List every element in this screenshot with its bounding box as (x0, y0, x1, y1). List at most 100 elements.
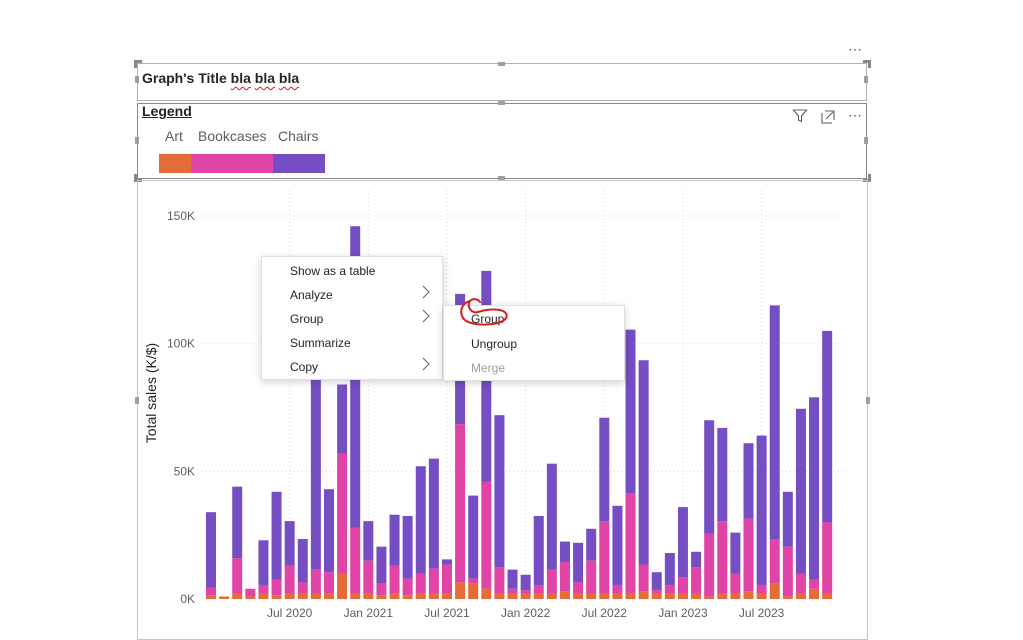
bar-segment-art[interactable] (795, 593, 806, 599)
resize-handle-left[interactable] (135, 76, 139, 83)
bar-segment-chairs[interactable] (363, 521, 374, 561)
bar-segment-art[interactable] (271, 595, 282, 599)
bar-segment-art[interactable] (782, 596, 793, 599)
bar-segment-art[interactable] (337, 573, 348, 599)
stacked-column-chart[interactable]: 0K 50K 100K 150K Jul 2020 Jan 2021 Jul 2021 Ja… (138, 181, 867, 627)
bar-segment-art[interactable] (769, 583, 780, 599)
bar-segment-bookcases[interactable] (691, 567, 702, 594)
bar-segment-art[interactable] (638, 591, 649, 599)
bar-segment-chairs[interactable] (612, 505, 623, 585)
bar-segment-bookcases[interactable] (297, 582, 308, 594)
bar-segment-chairs[interactable] (232, 486, 243, 559)
filter-icon[interactable] (792, 108, 808, 124)
menu-item-summarize[interactable]: Summarize (290, 336, 351, 350)
bar-segment-bookcases[interactable] (415, 573, 426, 594)
bar-segment-bookcases[interactable] (782, 546, 793, 597)
bar-segment-bookcases[interactable] (677, 577, 688, 594)
bar-segment-art[interactable] (573, 593, 584, 599)
legend-label-art[interactable]: Art (165, 128, 183, 144)
bar-segment-art[interactable] (402, 595, 413, 599)
bar-segment-bookcases[interactable] (494, 567, 505, 594)
resize-handle-top[interactable] (498, 62, 505, 66)
bar-segment-bookcases[interactable] (599, 521, 610, 594)
bar-segment-bookcases[interactable] (271, 579, 282, 596)
bar-segment-chairs[interactable] (704, 420, 715, 534)
bar-segment-bookcases[interactable] (245, 588, 256, 597)
bar-segment-art[interactable] (717, 593, 728, 599)
menu-item-show-as-table[interactable]: Show as a table (290, 264, 376, 278)
bar-segment-art[interactable] (612, 593, 623, 599)
bar-segment-bookcases[interactable] (468, 578, 479, 584)
bar-segment-bookcases[interactable] (363, 560, 374, 594)
bar-segment-chairs[interactable] (677, 507, 688, 578)
bar-segment-bookcases[interactable] (822, 522, 833, 594)
bar-segment-chairs[interactable] (271, 491, 282, 580)
bar-segment-chairs[interactable] (586, 528, 597, 561)
bar-segment-art[interactable] (756, 593, 767, 599)
bar-segment-chairs[interactable] (206, 512, 216, 588)
bar-segment-art[interactable] (415, 593, 426, 599)
bar-segment-art[interactable] (691, 593, 702, 599)
bar-segment-chairs[interactable] (559, 541, 570, 562)
chart-resize-handle-left[interactable] (135, 397, 139, 404)
bar-segment-art[interactable] (651, 593, 662, 599)
bar-segment-art[interactable] (559, 591, 570, 599)
bar-segment-bookcases[interactable] (258, 584, 269, 594)
bar-segment-chairs[interactable] (822, 330, 833, 523)
bar-segment-art[interactable] (533, 593, 544, 599)
resize-handle-right[interactable] (864, 76, 868, 83)
bar-segment-bookcases[interactable] (310, 569, 321, 594)
resize-handle-right-2[interactable] (864, 137, 868, 144)
resize-handle-bottom[interactable] (498, 176, 505, 180)
bar-segment-art[interactable] (625, 593, 636, 599)
bar-segment-bookcases[interactable] (612, 584, 623, 594)
bar-segment-chairs[interactable] (428, 458, 439, 569)
resize-handle-mid[interactable] (498, 101, 505, 105)
bar-segment-art[interactable] (468, 583, 479, 599)
bar-segment-chairs[interactable] (310, 367, 321, 570)
bar-segment-bookcases[interactable] (337, 453, 348, 574)
bar-segment-chairs[interactable] (402, 516, 413, 579)
bar-segment-art[interactable] (586, 593, 597, 599)
bar-segment-chairs[interactable] (743, 443, 754, 519)
bar-segment-bookcases[interactable] (402, 578, 413, 596)
bar-segment-art[interactable] (284, 593, 295, 599)
bar-segment-art[interactable] (389, 593, 400, 599)
bar-segment-bookcases[interactable] (481, 481, 492, 589)
bar-segment-bookcases[interactable] (730, 573, 741, 594)
menu-item-group[interactable]: Group (290, 312, 324, 326)
bar-segment-art[interactable] (258, 593, 269, 599)
bar-segment-art[interactable] (730, 593, 741, 599)
bar-segment-bookcases[interactable] (376, 583, 387, 596)
bar-segment-chairs[interactable] (441, 559, 452, 565)
bar-segment-bookcases[interactable] (638, 564, 649, 592)
bar-segment-chairs[interactable] (389, 514, 400, 566)
bar-segment-chairs[interactable] (651, 572, 662, 591)
bar-segment-bookcases[interactable] (664, 584, 675, 594)
bar-segment-bookcases[interactable] (455, 424, 466, 583)
bar-segment-art[interactable] (441, 593, 452, 599)
bar-segment-art[interactable] (245, 596, 256, 599)
bar-segment-chairs[interactable] (638, 360, 649, 565)
bar-segment-chairs[interactable] (323, 489, 334, 573)
bar-segment-bookcases[interactable] (717, 521, 728, 594)
bar-segment-art[interactable] (310, 593, 321, 599)
bar-segment-bookcases[interactable] (795, 573, 806, 594)
bar-segment-art[interactable] (743, 591, 754, 599)
bar-segment-bookcases[interactable] (533, 584, 544, 594)
bar-segment-chairs[interactable] (415, 466, 426, 574)
menu-item-analyze[interactable]: Analyze (290, 288, 333, 302)
bar-segment-chairs[interactable] (795, 408, 806, 574)
bar-segment-art[interactable] (704, 596, 715, 599)
bar-segment-chairs[interactable] (494, 415, 505, 568)
bar-segment-bookcases[interactable] (559, 561, 570, 592)
bar-segment-bookcases[interactable] (651, 590, 662, 594)
bar-segment-bookcases[interactable] (769, 538, 780, 584)
bar-segment-art[interactable] (599, 593, 610, 599)
bar-segment-bookcases[interactable] (428, 568, 439, 594)
bar-segment-bookcases[interactable] (756, 584, 767, 594)
bar-segment-bookcases[interactable] (520, 590, 531, 594)
bar-segment-chairs[interactable] (297, 538, 308, 583)
bar-segment-bookcases[interactable] (704, 533, 715, 597)
bar-segment-chairs[interactable] (769, 305, 780, 539)
